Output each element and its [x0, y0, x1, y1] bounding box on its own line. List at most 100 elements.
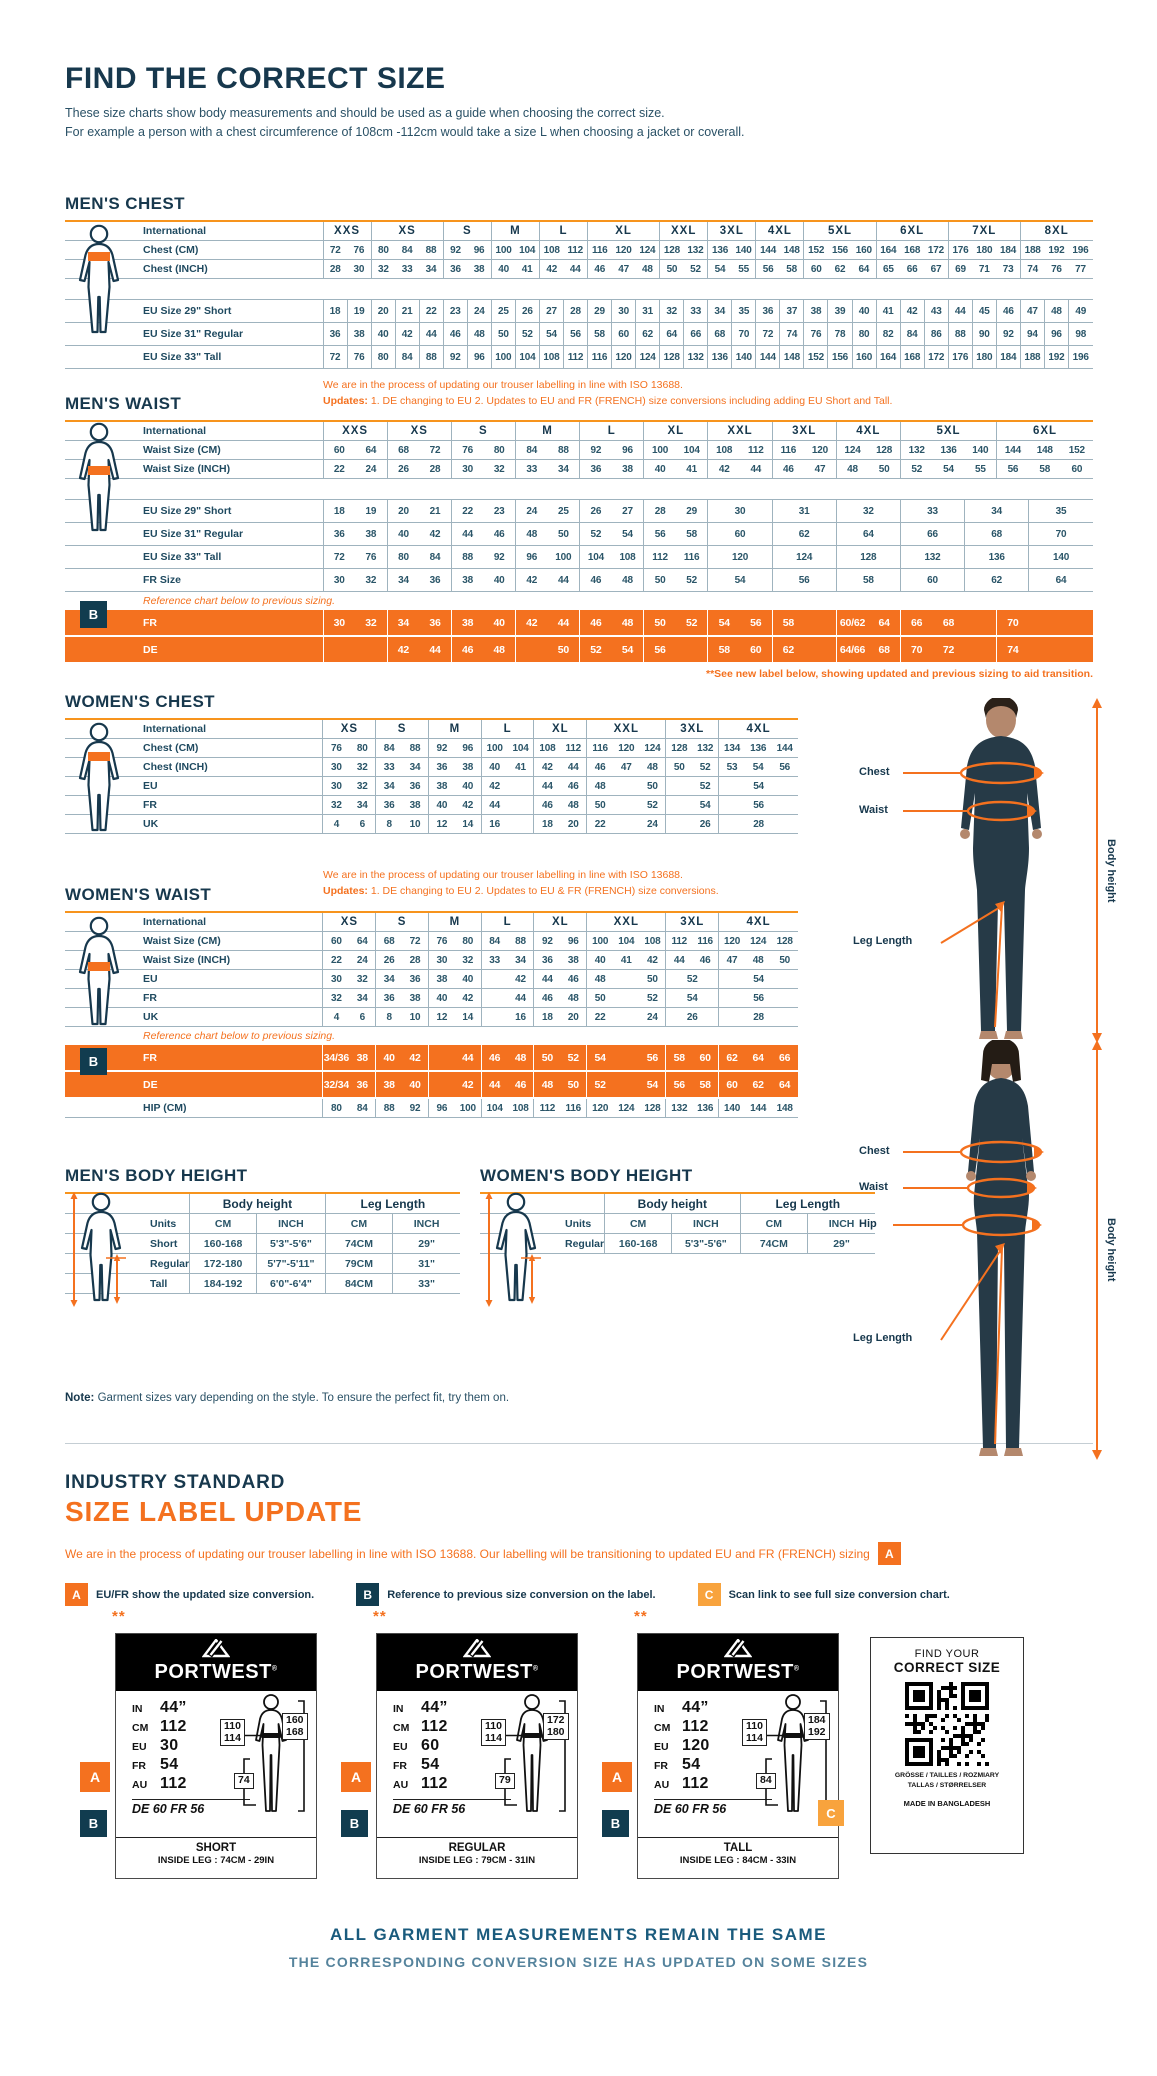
- size-label-card-regular: PORTWEST® IN 44” CM 112 EU 60 FR 54 AU 112 DE…: [341, 1633, 578, 1879]
- size-cell: 23: [442, 299, 468, 323]
- size-cell: 18: [533, 1007, 561, 1027]
- unit-cell: CM: [739, 1213, 808, 1234]
- legend-text: Scan link to see full size conversion ch…: [728, 1588, 950, 1601]
- size-cell: 176: [947, 240, 973, 260]
- legend-b-badge: B: [356, 1583, 380, 1606]
- table-row: EU Size 31" Regular 36 38 40 42 44 46 48 50 52 54 5…: [65, 322, 1093, 346]
- height-cell: 74CM: [739, 1233, 808, 1254]
- row-label: FR: [65, 1045, 323, 1072]
- size-cell: 68: [707, 322, 732, 346]
- size-cell: 92: [533, 931, 561, 951]
- size-cell: 144: [744, 1098, 772, 1118]
- size-cell: 52: [675, 568, 708, 592]
- size-cell: 120: [707, 545, 773, 569]
- size-group-header: XL: [533, 719, 587, 739]
- size-cell: 27: [538, 299, 564, 323]
- size-cell: 46: [579, 610, 612, 637]
- spec-row: AU 112: [654, 1775, 709, 1792]
- size-cell: 72: [419, 440, 452, 460]
- size-cell: 47: [718, 950, 745, 970]
- section-size-label-update: INDUSTRY STANDARD SIZE LABEL UPDATE We a…: [65, 1472, 1093, 1606]
- size-cell: 192: [1044, 240, 1069, 260]
- a-badge: A: [602, 1762, 632, 1792]
- size-cell: 60: [1060, 459, 1093, 479]
- waist-measure-box: 110 114: [220, 1719, 245, 1747]
- size-cell: 140: [731, 240, 756, 260]
- size-group-header: S: [450, 421, 516, 441]
- size-cell: 164: [875, 345, 901, 369]
- size-cell: 82: [875, 322, 901, 346]
- size-cell: 33: [395, 259, 420, 279]
- size-cell: 71: [972, 259, 997, 279]
- table-row: Chest (INCH) 30 32 33 34 36 38 40 41 42 44 46 47 48 50…: [65, 757, 798, 777]
- size-cell: 42: [639, 950, 666, 970]
- size-group-header: 7XL: [947, 221, 1021, 241]
- size-cell: 48: [533, 1071, 561, 1099]
- leg-length-label: Leg Length: [853, 1332, 913, 1344]
- legend-item: B Reference to previous size conversion o…: [356, 1583, 656, 1606]
- size-cell: 32: [370, 259, 396, 279]
- figure-sketch: [240, 1694, 305, 1812]
- height-measure-box: 172 180: [543, 1713, 569, 1741]
- qr-title-1: FIND YOUR: [914, 1648, 980, 1660]
- height-cell: 84CM: [324, 1273, 393, 1294]
- size-group-header: XXL: [586, 912, 666, 932]
- size-cell: 84: [480, 931, 508, 951]
- size-cell: 124: [635, 240, 660, 260]
- legend-text: Reference to previous size conversion on…: [387, 1588, 656, 1601]
- size-cell: 80: [370, 240, 396, 260]
- size-cell: 160: [852, 240, 877, 260]
- row-label: EU Size 29" Short: [65, 499, 323, 523]
- size-cell: 48: [586, 776, 614, 796]
- size-cell: 46: [533, 795, 561, 815]
- size-cell: 54: [665, 988, 719, 1008]
- size-cell: 112: [665, 931, 693, 951]
- size-cell: 56: [643, 636, 676, 664]
- table-row: HIP (CM) 80 84 88 92 96 100 104 108 112 116 120 124 1…: [65, 1098, 798, 1118]
- size-cell: [427, 1071, 455, 1099]
- size-cell: 128: [868, 440, 901, 460]
- table-row: EU Size 29" Short 18 19 20 21 22 23 24 25 26 27 28 2…: [65, 499, 1093, 523]
- size-cell: 46: [587, 259, 612, 279]
- size-cell: 40: [643, 459, 676, 479]
- size-cell: 36: [755, 299, 780, 323]
- height-cell: 172-180: [189, 1253, 257, 1274]
- figure-sketch: [762, 1694, 827, 1812]
- size-cell: 64: [852, 259, 877, 279]
- size-cell: 108: [538, 345, 564, 369]
- size-cell: 34: [375, 969, 403, 989]
- table-row: Waist Size (INCH) 22 24 26 28 30 32 33 34 36 38 40 4…: [65, 950, 798, 970]
- size-cell: 38: [467, 259, 492, 279]
- size-cell: 60: [707, 522, 773, 546]
- size-cell: 100: [547, 545, 580, 569]
- size-cell: [613, 988, 640, 1008]
- size-cell: 54: [707, 259, 732, 279]
- legend-c-badge: C: [697, 1583, 721, 1606]
- womens-waist-reference-line: Reference chart below to previous sizing…: [143, 1030, 336, 1042]
- size-cell: 42: [538, 259, 564, 279]
- size-cell: 84: [394, 345, 420, 369]
- height-cell: 5'3"-5'6": [256, 1233, 326, 1254]
- height-cell: 74CM: [324, 1233, 393, 1254]
- size-cell: 42: [454, 795, 482, 815]
- size-cell: 47: [1019, 299, 1045, 323]
- size-cell: 36: [419, 568, 452, 592]
- size-cell: 56: [771, 757, 798, 777]
- table-row: International XS S M L XL XXL 3XL 4XL: [65, 912, 798, 932]
- size-cell: 128: [639, 1098, 666, 1118]
- height-cell: 184-192: [189, 1273, 257, 1294]
- size-cell: 52: [514, 322, 540, 346]
- size-cell: 28: [322, 259, 348, 279]
- size-cell: 30: [347, 259, 372, 279]
- asterisks-mark: **: [112, 1608, 126, 1625]
- size-cell: 28: [562, 299, 588, 323]
- size-cell: 46: [442, 322, 468, 346]
- qr-size-card: FIND YOUR CORRECT SIZE GRÖSSE / TAILLES …: [870, 1637, 1024, 1854]
- size-cell: 100: [490, 345, 516, 369]
- size-cell: 48: [514, 522, 548, 546]
- size-cell: 68: [932, 610, 965, 637]
- size-cell: 24: [639, 1007, 666, 1027]
- size-cell: 66: [899, 522, 965, 546]
- size-cell: 58: [692, 1071, 719, 1099]
- size-cell: 92: [442, 240, 468, 260]
